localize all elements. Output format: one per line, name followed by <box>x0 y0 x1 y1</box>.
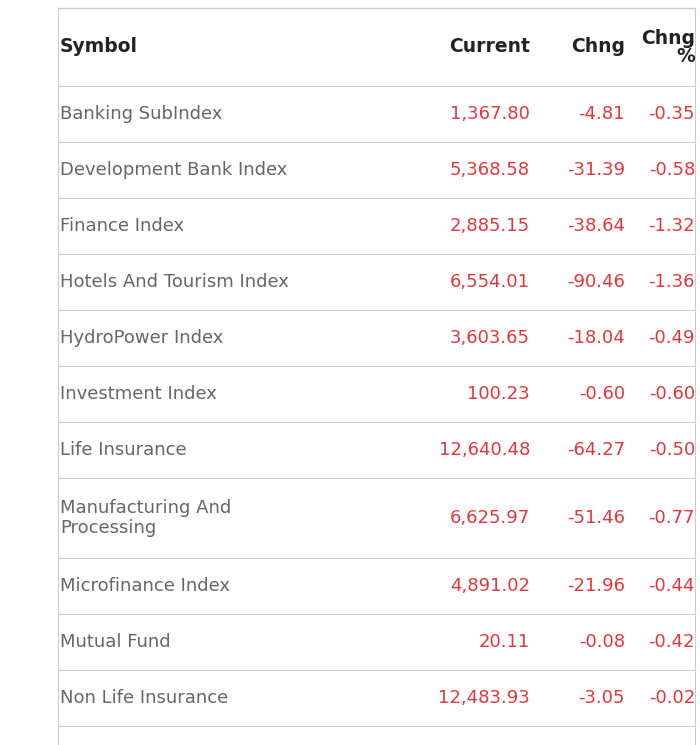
Text: -1.32: -1.32 <box>648 217 695 235</box>
Text: 12,640.48: 12,640.48 <box>439 441 530 459</box>
Text: 20.11: 20.11 <box>479 633 530 651</box>
Text: Chng: Chng <box>571 37 625 57</box>
Text: -0.44: -0.44 <box>648 577 695 595</box>
Text: 100.23: 100.23 <box>468 385 530 403</box>
Text: -51.46: -51.46 <box>567 509 625 527</box>
Text: -0.42: -0.42 <box>648 633 695 651</box>
Text: Symbol: Symbol <box>60 37 138 57</box>
Text: 12,483.93: 12,483.93 <box>438 689 530 707</box>
Text: -0.02: -0.02 <box>649 689 695 707</box>
Text: 3,603.65: 3,603.65 <box>450 329 530 347</box>
Text: -0.60: -0.60 <box>649 385 695 403</box>
Text: 6,554.01: 6,554.01 <box>450 273 530 291</box>
Text: -31.39: -31.39 <box>567 161 625 179</box>
Text: Finance Index: Finance Index <box>60 217 184 235</box>
Text: Current: Current <box>449 37 530 57</box>
Text: -0.60: -0.60 <box>579 385 625 403</box>
Text: Life Insurance: Life Insurance <box>60 441 187 459</box>
Text: Development Bank Index: Development Bank Index <box>60 161 288 179</box>
Text: Banking SubIndex: Banking SubIndex <box>60 105 223 123</box>
Text: 5,368.58: 5,368.58 <box>450 161 530 179</box>
Text: -90.46: -90.46 <box>567 273 625 291</box>
Text: Hotels And Tourism Index: Hotels And Tourism Index <box>60 273 289 291</box>
Text: Microfinance Index: Microfinance Index <box>60 577 230 595</box>
Text: -1.36: -1.36 <box>648 273 695 291</box>
Text: -18.04: -18.04 <box>567 329 625 347</box>
Text: -0.49: -0.49 <box>648 329 695 347</box>
Text: -0.77: -0.77 <box>648 509 695 527</box>
Text: 6,625.97: 6,625.97 <box>449 509 530 527</box>
Text: -64.27: -64.27 <box>567 441 625 459</box>
Text: Processing: Processing <box>60 519 156 537</box>
Text: -4.81: -4.81 <box>578 105 625 123</box>
Text: -0.35: -0.35 <box>648 105 695 123</box>
Text: -38.64: -38.64 <box>567 217 625 235</box>
Text: 1,367.80: 1,367.80 <box>450 105 530 123</box>
Text: -0.08: -0.08 <box>579 633 625 651</box>
Text: -21.96: -21.96 <box>567 577 625 595</box>
Text: -0.50: -0.50 <box>649 441 695 459</box>
Text: Chng: Chng <box>641 28 695 48</box>
Text: 2,885.15: 2,885.15 <box>450 217 530 235</box>
Text: -0.58: -0.58 <box>649 161 695 179</box>
Text: -3.05: -3.05 <box>578 689 625 707</box>
Text: %: % <box>676 46 695 66</box>
Text: Manufacturing And: Manufacturing And <box>60 499 231 517</box>
Text: Non Life Insurance: Non Life Insurance <box>60 689 228 707</box>
Text: HydroPower Index: HydroPower Index <box>60 329 223 347</box>
Text: Mutual Fund: Mutual Fund <box>60 633 171 651</box>
Text: 4,891.02: 4,891.02 <box>450 577 530 595</box>
Text: Investment Index: Investment Index <box>60 385 217 403</box>
